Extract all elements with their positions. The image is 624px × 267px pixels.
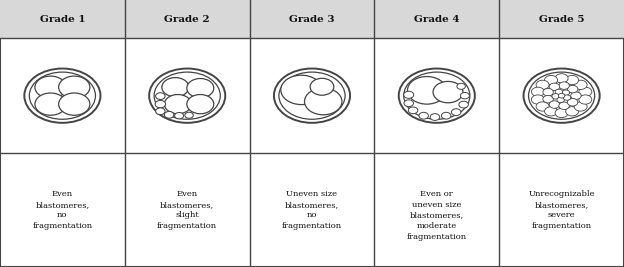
Circle shape bbox=[559, 82, 569, 89]
Circle shape bbox=[567, 99, 578, 106]
Circle shape bbox=[408, 107, 418, 114]
Circle shape bbox=[461, 92, 469, 99]
Circle shape bbox=[155, 93, 165, 100]
Text: Grade 4: Grade 4 bbox=[414, 15, 459, 24]
Circle shape bbox=[430, 114, 440, 120]
Text: Grade 1: Grade 1 bbox=[39, 15, 85, 24]
Circle shape bbox=[154, 72, 220, 119]
Circle shape bbox=[524, 69, 600, 123]
Circle shape bbox=[529, 72, 595, 119]
Circle shape bbox=[574, 80, 587, 89]
Circle shape bbox=[579, 95, 592, 104]
Text: Grade 2: Grade 2 bbox=[164, 15, 210, 24]
Circle shape bbox=[149, 69, 225, 123]
Circle shape bbox=[279, 72, 345, 119]
Circle shape bbox=[281, 75, 322, 105]
Circle shape bbox=[59, 93, 90, 115]
Circle shape bbox=[549, 83, 560, 91]
Circle shape bbox=[545, 75, 557, 85]
Circle shape bbox=[451, 109, 461, 116]
Circle shape bbox=[404, 72, 470, 119]
Text: Grade 3: Grade 3 bbox=[290, 15, 334, 24]
Bar bbox=[0, 0, 624, 38]
Circle shape bbox=[549, 101, 560, 108]
Circle shape bbox=[35, 76, 66, 98]
Circle shape bbox=[407, 77, 446, 104]
Circle shape bbox=[532, 87, 544, 96]
Circle shape bbox=[552, 94, 560, 99]
Circle shape bbox=[566, 75, 578, 85]
Circle shape bbox=[24, 69, 100, 123]
Circle shape bbox=[557, 97, 564, 103]
Circle shape bbox=[536, 80, 549, 89]
Text: Unrecognizable
blastomeres,
severe
fragmentation: Unrecognizable blastomeres, severe fragm… bbox=[529, 190, 595, 230]
Circle shape bbox=[543, 88, 553, 96]
Circle shape bbox=[175, 112, 183, 119]
Text: Grade 5: Grade 5 bbox=[539, 15, 584, 24]
Circle shape bbox=[563, 95, 571, 100]
Circle shape bbox=[562, 90, 570, 95]
Circle shape bbox=[155, 108, 165, 115]
Circle shape bbox=[59, 76, 90, 98]
Circle shape bbox=[404, 100, 414, 107]
Circle shape bbox=[164, 95, 192, 114]
Circle shape bbox=[574, 102, 587, 111]
Circle shape bbox=[566, 107, 578, 116]
Circle shape bbox=[441, 112, 451, 119]
Circle shape bbox=[404, 91, 414, 98]
Circle shape bbox=[164, 111, 174, 118]
Circle shape bbox=[459, 101, 469, 108]
Circle shape bbox=[162, 78, 189, 97]
Circle shape bbox=[457, 83, 466, 89]
Text: Uneven size
blastomeres,
no
fragmentation: Uneven size blastomeres, no fragmentatio… bbox=[282, 190, 342, 230]
Circle shape bbox=[579, 87, 592, 96]
Circle shape bbox=[536, 102, 549, 111]
Circle shape bbox=[187, 78, 214, 98]
Circle shape bbox=[559, 102, 569, 109]
Circle shape bbox=[555, 108, 568, 118]
Circle shape bbox=[532, 95, 544, 104]
Circle shape bbox=[35, 93, 66, 115]
Circle shape bbox=[571, 92, 581, 99]
Text: Even
blastomeres,
no
fragmentation: Even blastomeres, no fragmentation bbox=[32, 190, 92, 230]
Text: Even
blastomeres,
slight
fragmentation: Even blastomeres, slight fragmentation bbox=[157, 190, 217, 230]
Circle shape bbox=[555, 74, 568, 83]
Circle shape bbox=[567, 85, 578, 93]
Circle shape bbox=[274, 69, 350, 123]
Circle shape bbox=[433, 81, 463, 103]
Circle shape bbox=[185, 112, 193, 118]
Circle shape bbox=[545, 107, 557, 116]
Circle shape bbox=[419, 112, 429, 119]
Circle shape bbox=[555, 89, 563, 95]
Circle shape bbox=[155, 100, 165, 108]
Circle shape bbox=[399, 69, 475, 123]
Text: Even or
uneven size
blastomeres,
moderate
fragmentation: Even or uneven size blastomeres, moderat… bbox=[407, 190, 467, 241]
Circle shape bbox=[543, 95, 553, 103]
Circle shape bbox=[310, 78, 334, 95]
Circle shape bbox=[558, 93, 565, 98]
Circle shape bbox=[187, 95, 214, 114]
Circle shape bbox=[29, 72, 95, 119]
Circle shape bbox=[305, 88, 342, 115]
